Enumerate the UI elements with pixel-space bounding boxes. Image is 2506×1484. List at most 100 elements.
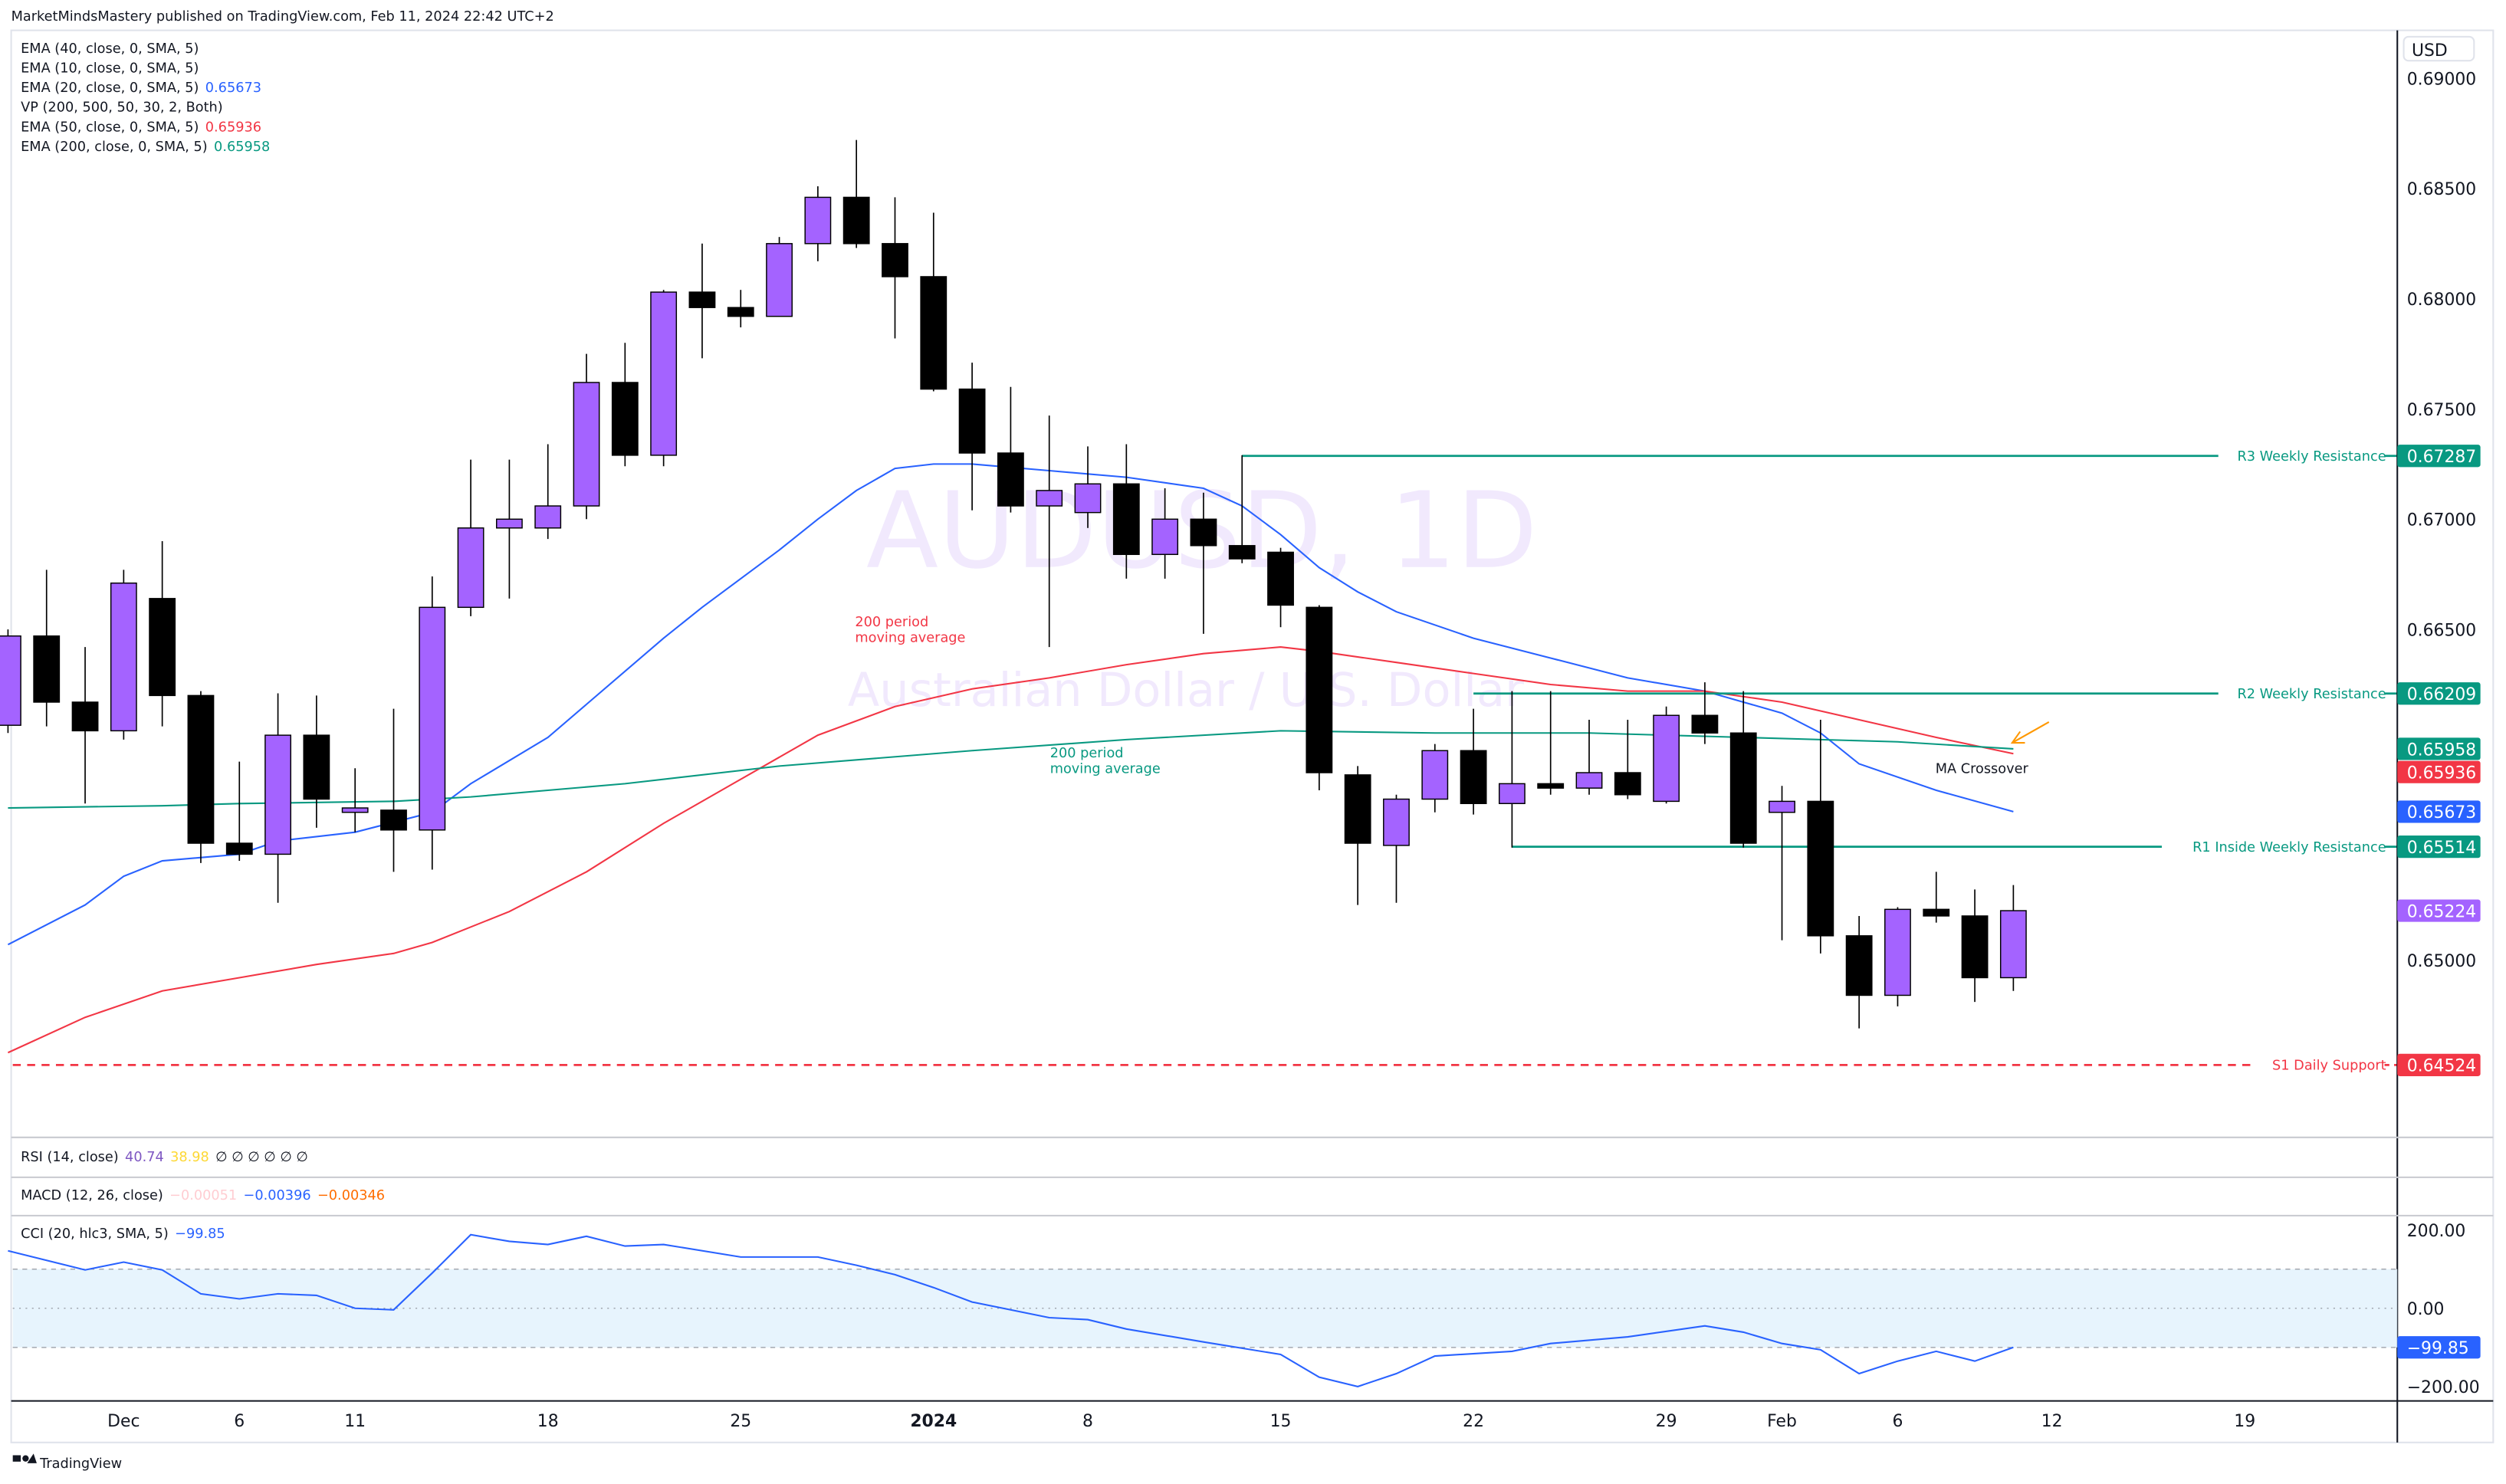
candle[interactable] bbox=[534, 444, 562, 540]
candle[interactable] bbox=[187, 691, 215, 863]
legend-item[interactable]: EMA (10, close, 0, SMA, 5) bbox=[21, 61, 199, 76]
candle-body bbox=[264, 734, 291, 855]
candle[interactable] bbox=[0, 629, 21, 734]
candle-body bbox=[1460, 750, 1487, 805]
candle[interactable] bbox=[1691, 682, 1719, 744]
candle[interactable] bbox=[149, 541, 176, 727]
candle[interactable] bbox=[1845, 915, 1873, 1029]
time-axis[interactable]: Dec 6 11 18 25 2024 8 15 22 29 Feb 6 12 19 bbox=[107, 1412, 2255, 1431]
candle-body bbox=[611, 382, 639, 456]
candle[interactable] bbox=[1036, 415, 1063, 648]
candle[interactable] bbox=[1421, 744, 1449, 813]
candle[interactable] bbox=[688, 243, 716, 359]
candle[interactable] bbox=[496, 459, 523, 599]
candle-body bbox=[650, 291, 678, 456]
cci-tick-label: −200.00 bbox=[2407, 1378, 2480, 1397]
candle-body bbox=[303, 734, 330, 800]
candle[interactable] bbox=[1769, 786, 1795, 941]
price-badge-label: 0.65514 bbox=[2407, 839, 2476, 858]
candle-body bbox=[727, 307, 754, 317]
candle[interactable] bbox=[33, 570, 61, 727]
chart-frame bbox=[10, 29, 2495, 1443]
legend-item[interactable]: EMA (200, close, 0, SMA, 5) 0.65958 bbox=[21, 140, 270, 155]
candle-body bbox=[1498, 783, 1526, 805]
candle[interactable] bbox=[1498, 691, 1526, 848]
candle[interactable] bbox=[1074, 446, 1102, 528]
candle[interactable] bbox=[1460, 708, 1487, 815]
price-badge-label: 0.66209 bbox=[2407, 685, 2476, 704]
legend-item[interactable]: VP (200, 500, 50, 30, 2, Both) bbox=[21, 100, 223, 116]
price-badge bbox=[2397, 800, 2481, 823]
candle[interactable] bbox=[882, 197, 908, 339]
price-axis[interactable]: 0.69000 0.68500 0.68000 0.67500 0.67000 0.665… bbox=[2397, 70, 2481, 1076]
candle[interactable] bbox=[264, 693, 291, 903]
candle[interactable] bbox=[110, 570, 137, 740]
candle[interactable] bbox=[380, 708, 407, 872]
crossover-arrow-icon bbox=[2010, 721, 2050, 744]
candle[interactable] bbox=[303, 695, 330, 828]
legend-item[interactable]: EMA (50, close, 0, SMA, 5) 0.65936 bbox=[21, 120, 261, 135]
candle-body bbox=[1807, 800, 1834, 937]
candle[interactable] bbox=[1961, 889, 1989, 1003]
candle[interactable] bbox=[611, 343, 639, 467]
candle[interactable] bbox=[1923, 872, 1950, 923]
legend-item[interactable]: EMA (20, close, 0, SMA, 5) 0.65673 bbox=[21, 80, 261, 96]
candle-body bbox=[997, 452, 1024, 507]
candle[interactable] bbox=[1653, 706, 1680, 804]
candle[interactable] bbox=[1112, 444, 1140, 579]
candle[interactable] bbox=[727, 290, 754, 328]
time-tick-label: 12 bbox=[2041, 1412, 2063, 1431]
candle[interactable] bbox=[920, 212, 948, 392]
candle[interactable] bbox=[1267, 547, 1294, 628]
candle-body bbox=[1575, 772, 1603, 789]
candle[interactable] bbox=[766, 237, 793, 317]
price-pane[interactable]: R3 Weekly Resistance R2 Weekly Resistance… bbox=[0, 140, 2398, 1074]
candle[interactable] bbox=[1344, 766, 1371, 905]
time-tick-label: 19 bbox=[2234, 1412, 2255, 1431]
candle[interactable] bbox=[225, 761, 253, 862]
candle[interactable] bbox=[1151, 488, 1179, 579]
candle[interactable] bbox=[1729, 691, 1757, 848]
candle[interactable] bbox=[1999, 885, 2027, 991]
candle[interactable] bbox=[457, 459, 484, 616]
time-tick-label: 18 bbox=[537, 1412, 559, 1431]
candle[interactable] bbox=[1537, 691, 1565, 795]
legend-label: EMA (10, close, 0, SMA, 5) bbox=[21, 61, 199, 76]
candle[interactable] bbox=[1614, 719, 1641, 799]
candle[interactable] bbox=[1190, 492, 1217, 634]
candle[interactable] bbox=[1884, 907, 1911, 1006]
candle-body bbox=[0, 635, 21, 726]
candle[interactable] bbox=[997, 386, 1024, 513]
candle[interactable] bbox=[341, 768, 369, 832]
candle[interactable] bbox=[650, 290, 678, 467]
candle[interactable] bbox=[1575, 719, 1603, 795]
candle-body bbox=[920, 276, 948, 390]
legend-item[interactable]: EMA (40, close, 0, SMA, 5) bbox=[21, 41, 199, 57]
candle-body bbox=[225, 842, 253, 855]
candle[interactable] bbox=[573, 353, 600, 520]
candle-body bbox=[1190, 518, 1217, 547]
ema50-annotation-line2: moving average bbox=[855, 631, 965, 646]
candle[interactable] bbox=[1807, 719, 1834, 954]
candle[interactable] bbox=[1383, 794, 1410, 903]
price-tick-label: 0.67500 bbox=[2407, 401, 2476, 420]
candle[interactable] bbox=[804, 186, 832, 261]
candle-body bbox=[1614, 772, 1641, 796]
candle[interactable] bbox=[1228, 455, 1256, 563]
candle-body bbox=[573, 382, 600, 507]
ema200-annotation-line1: 200 period bbox=[1050, 746, 1124, 761]
candle[interactable] bbox=[71, 647, 99, 804]
cci-pane[interactable]: 200.00 0.00 −200.00 −99.85 bbox=[8, 1222, 2481, 1397]
candle[interactable] bbox=[958, 363, 986, 511]
ma-line-ema-50 bbox=[7, 646, 2014, 1054]
candle[interactable] bbox=[419, 576, 446, 870]
price-badge-label: 0.65673 bbox=[2407, 803, 2476, 822]
candle[interactable] bbox=[842, 140, 870, 248]
candle[interactable] bbox=[1306, 605, 1333, 791]
time-tick-label: Dec bbox=[107, 1412, 140, 1431]
currency-label: USD bbox=[2412, 41, 2448, 61]
currency-button[interactable] bbox=[2403, 35, 2475, 62]
legend-value: 0.65673 bbox=[205, 80, 261, 96]
time-tick-label: 15 bbox=[1270, 1412, 1292, 1431]
